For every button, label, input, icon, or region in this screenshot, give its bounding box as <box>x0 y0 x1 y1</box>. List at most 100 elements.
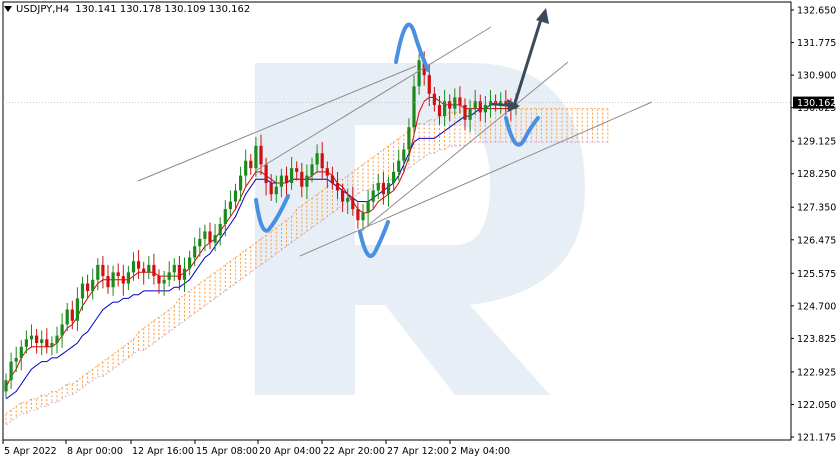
trendline-upper-channel <box>137 65 417 182</box>
candle-body <box>9 361 13 381</box>
y-tick-label: 129.125 <box>797 137 836 148</box>
wave-peak <box>394 22 430 72</box>
candle-body <box>427 75 431 94</box>
x-tick-label: 5 Apr 2022 <box>4 446 57 457</box>
candle <box>45 328 49 354</box>
candle-body <box>111 272 115 288</box>
candles <box>4 51 518 399</box>
cloud-span-b <box>5 141 608 426</box>
candle <box>341 183 345 213</box>
candle-body <box>351 197 355 210</box>
candle-body <box>315 153 319 165</box>
chart-header: USDJPY,H4 130.141 130.178 130.109 130.162 <box>4 4 256 15</box>
y-tick-label: 122.925 <box>797 367 836 378</box>
candle-body <box>70 309 74 321</box>
candle-body <box>223 209 227 224</box>
candle <box>106 264 110 294</box>
watermark-r-shape <box>255 63 585 395</box>
candle-body <box>228 201 232 210</box>
candle <box>453 88 457 116</box>
candle-body <box>269 183 273 195</box>
candle <box>96 258 100 291</box>
candle-body <box>182 268 187 280</box>
candle-body <box>335 183 340 191</box>
candle <box>315 144 319 173</box>
candle-body <box>356 209 360 221</box>
candle-body <box>494 101 498 105</box>
candle-body <box>381 183 385 195</box>
candle-body <box>86 283 90 291</box>
candle <box>310 157 314 183</box>
candle <box>86 274 90 298</box>
candle-body <box>75 298 79 321</box>
candle-body <box>45 339 49 347</box>
candle <box>142 261 146 285</box>
candle-body <box>198 238 202 247</box>
candle-body <box>65 309 69 325</box>
candle <box>407 118 411 162</box>
candle-body <box>488 101 493 105</box>
y-tick-label: 124.700 <box>797 301 836 312</box>
x-tick-label: 27 Apr 12:00 <box>387 446 449 457</box>
y-tick-label: 131.775 <box>797 38 836 49</box>
candle <box>386 176 391 207</box>
candle <box>468 99 472 133</box>
candle <box>4 373 8 399</box>
candle-body <box>244 160 248 176</box>
candle-body <box>35 335 39 344</box>
candle <box>182 257 187 293</box>
candle <box>203 224 207 252</box>
candle-body <box>259 145 263 165</box>
candle-body <box>483 104 487 113</box>
candle-body <box>310 164 314 176</box>
y-tick-label: 130.025 <box>797 103 836 114</box>
candle-body <box>325 168 329 176</box>
candle-body <box>402 149 406 161</box>
last-price-tag <box>793 96 834 109</box>
candle-body <box>106 276 110 288</box>
candle-body <box>40 339 44 344</box>
candle <box>335 171 340 200</box>
candle-body <box>330 175 334 184</box>
trendline-lower-channel <box>299 101 653 257</box>
candle <box>137 250 141 280</box>
candle-body <box>504 101 508 105</box>
candle <box>193 237 197 267</box>
candle-body <box>188 257 192 269</box>
candle-body <box>453 97 457 109</box>
candle-body <box>300 171 304 187</box>
candle <box>70 300 74 330</box>
candle-body <box>463 104 467 120</box>
candle-body <box>254 145 258 169</box>
candle <box>131 252 136 281</box>
x-tick-label: 15 Apr 08:00 <box>196 446 258 457</box>
last-price-label: 130.162 <box>797 98 836 109</box>
candle-body <box>91 279 95 291</box>
candle-body <box>60 324 64 336</box>
wave-low-2 <box>358 220 390 258</box>
candle-body <box>116 272 120 277</box>
candle-body <box>193 246 197 258</box>
candle <box>305 164 309 200</box>
plot-frame <box>2 1 792 441</box>
candle <box>397 149 401 181</box>
candle-body <box>279 175 283 187</box>
candle <box>320 142 324 179</box>
candle-body <box>284 175 289 184</box>
candle <box>346 188 350 214</box>
candle-body <box>320 153 324 169</box>
candle <box>14 346 18 373</box>
dropdown-triangle-icon[interactable] <box>4 6 12 12</box>
candle <box>463 98 467 131</box>
candle <box>325 161 329 188</box>
candle-body <box>371 190 375 202</box>
candle <box>157 269 161 294</box>
candle-body <box>157 276 161 284</box>
candle <box>488 90 493 118</box>
symbol-label: USDJPY,H4 <box>16 4 70 15</box>
candle-body <box>274 186 278 195</box>
candle-body <box>233 190 238 202</box>
candle <box>121 264 125 296</box>
candle <box>80 276 85 311</box>
